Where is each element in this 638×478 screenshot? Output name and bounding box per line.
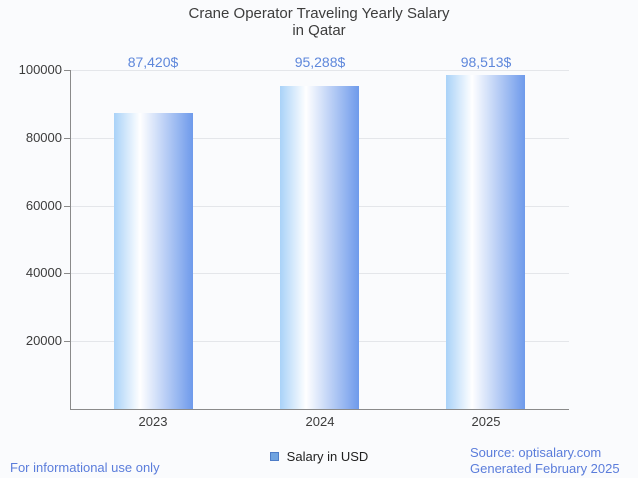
y-tickmark (64, 70, 70, 71)
chart-title-line2: in Qatar (292, 22, 346, 39)
y-axis-tick-label: 80000 (25, 130, 62, 145)
y-tickmark (64, 273, 70, 274)
salary-bar (446, 75, 525, 409)
y-axis-tick-label: 60000 (25, 198, 62, 213)
y-tickmark (64, 341, 70, 342)
legend-marker-icon (269, 452, 279, 461)
y-axis-tick-label: 100000 (18, 62, 62, 77)
y-tickmark (64, 206, 70, 207)
x-axis-category-label: 2025 (471, 414, 501, 429)
footer-source-line: Source: optisalary.com (470, 445, 602, 460)
y-axis-tick-label: 20000 (25, 333, 62, 348)
x-axis-line (70, 409, 569, 410)
y-axis-tick-label: 40000 (25, 265, 62, 280)
footer-disclaimer: For informational use only (10, 460, 160, 475)
x-axis-category-label: 2024 (305, 414, 335, 429)
footer-generated-line: Generated February 2025 (470, 461, 620, 476)
salary-bar (114, 113, 193, 409)
footer-source: Source: optisalary.com Generated Februar… (470, 445, 620, 477)
legend: Salary in USD (0, 449, 638, 464)
y-axis-line (70, 70, 71, 409)
chart-title: Crane Operator Traveling Yearly Salary i… (0, 5, 638, 39)
y-gridline (70, 70, 569, 71)
salary-bar (280, 86, 359, 409)
bar-value-label: 87,420$ (127, 54, 179, 70)
legend-label: Salary in USD (286, 449, 369, 464)
y-tickmark (64, 138, 70, 139)
chart-title-line1: Crane Operator Traveling Yearly Salary (188, 5, 450, 22)
bar-value-label: 95,288$ (294, 54, 346, 70)
x-axis-category-label: 2023 (138, 414, 168, 429)
bar-value-label: 98,513$ (460, 54, 512, 70)
